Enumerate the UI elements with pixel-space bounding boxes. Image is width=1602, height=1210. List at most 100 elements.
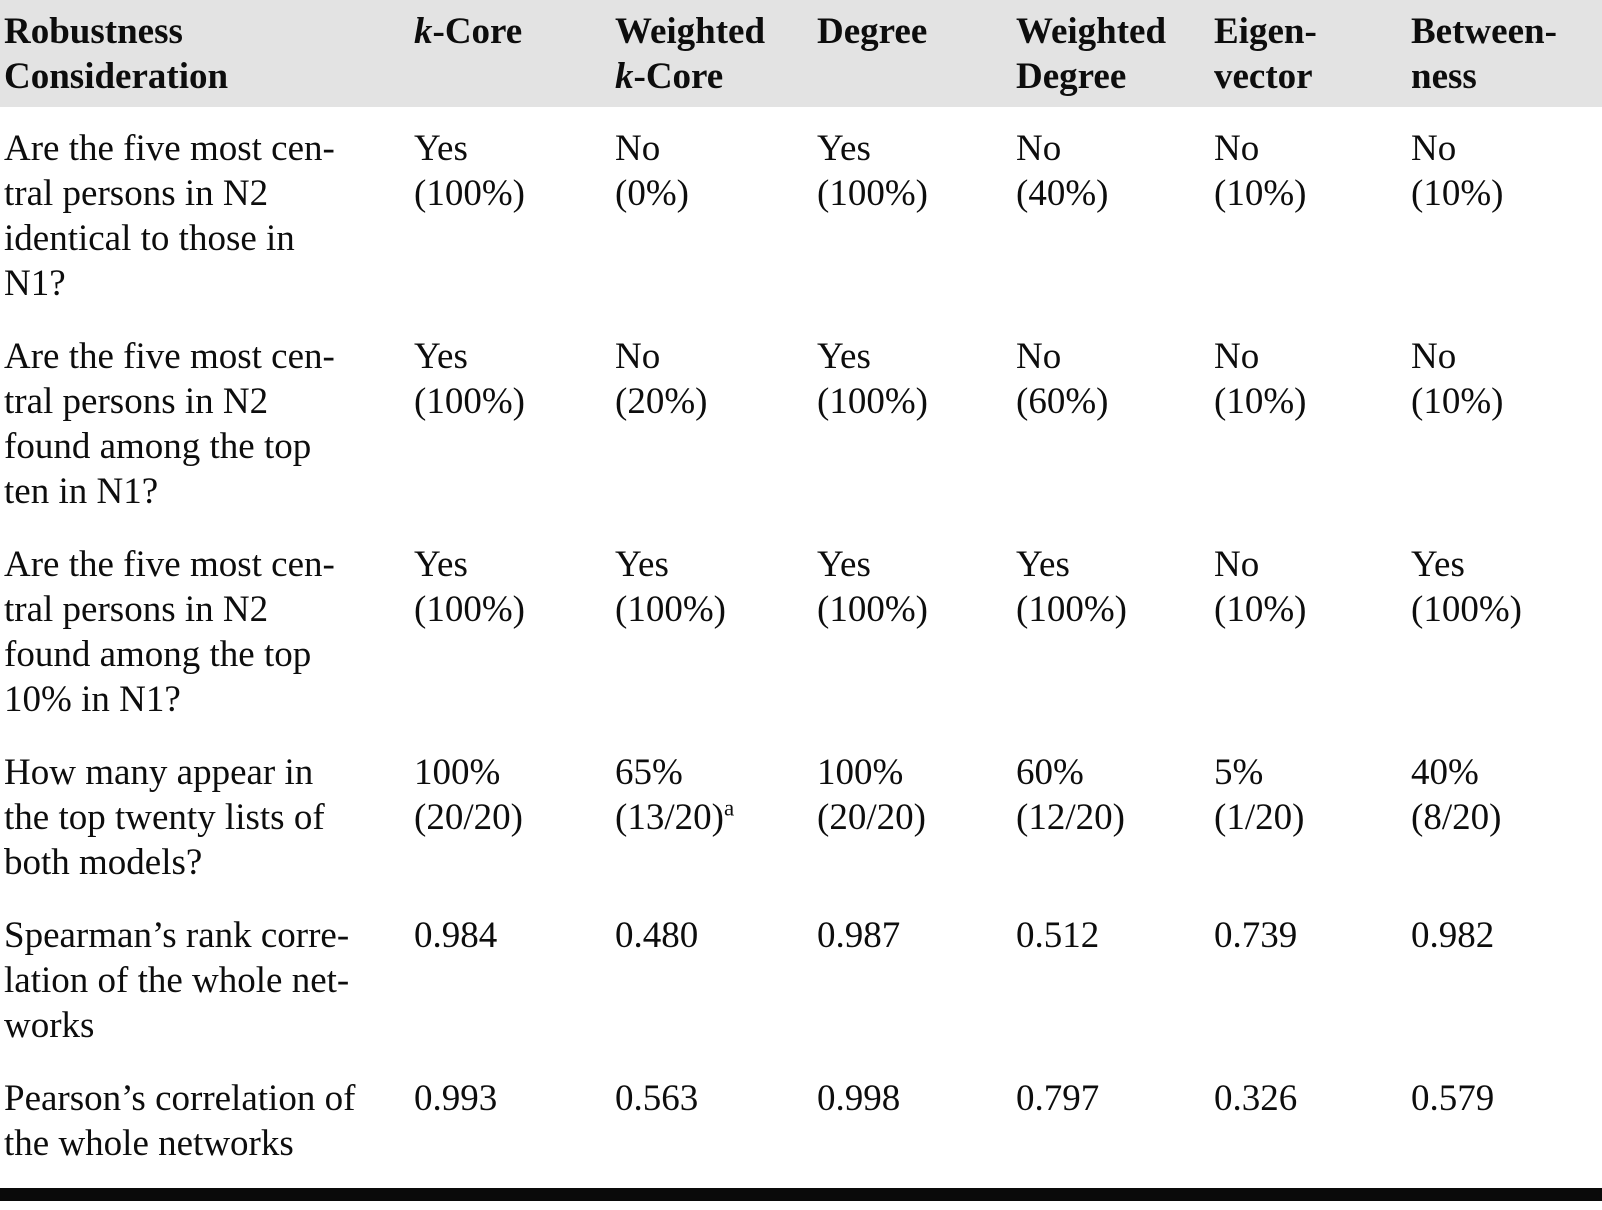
value-cell: Yes (100%) bbox=[817, 334, 1016, 542]
value-main: No bbox=[615, 336, 661, 377]
value-main: No bbox=[1214, 336, 1260, 377]
header-line: k-Core bbox=[414, 11, 523, 52]
question-line: Are the five most cen- bbox=[4, 128, 335, 169]
value-main: 0.739 bbox=[1214, 915, 1298, 956]
value-cell: Yes (100%) bbox=[414, 542, 615, 750]
value-cell: 0.480 bbox=[615, 913, 817, 1076]
value-detail: (0%) bbox=[615, 173, 689, 214]
question-line: tral persons in N2 bbox=[4, 173, 269, 214]
value-main: 5% bbox=[1214, 752, 1264, 793]
value-cell: 5% (1/20) bbox=[1214, 750, 1411, 913]
question-line: Are the five most cen- bbox=[4, 336, 335, 377]
robustness-table: Robustness Consideration k-Core Weighted… bbox=[0, 0, 1602, 1166]
question-line: both models? bbox=[4, 842, 203, 883]
value-cell: 40% (8/20) bbox=[1411, 750, 1602, 913]
question-line: identical to those in bbox=[4, 218, 295, 259]
value-cell: 65% (13/20)a bbox=[615, 750, 817, 913]
value-main: Yes bbox=[817, 128, 871, 169]
question-line: found among the top bbox=[4, 634, 312, 675]
value-main: No bbox=[1016, 336, 1062, 377]
value-cell: 0.998 bbox=[817, 1076, 1016, 1166]
value-detail: (100%) bbox=[817, 589, 928, 630]
value-main: No bbox=[1016, 128, 1062, 169]
value-detail: (20%) bbox=[615, 381, 708, 422]
value-main: Yes bbox=[1411, 544, 1465, 585]
value-cell: Yes (100%) bbox=[1016, 542, 1214, 750]
value-main: 0.993 bbox=[414, 1078, 498, 1119]
value-detail: (10%) bbox=[1411, 173, 1504, 214]
value-detail: (10%) bbox=[1214, 381, 1307, 422]
value-detail: (13/20)a bbox=[615, 795, 735, 838]
value-detail: (20/20) bbox=[817, 797, 926, 838]
header-row: Robustness Consideration k-Core Weighted… bbox=[0, 0, 1602, 107]
value-detail: (100%) bbox=[414, 381, 525, 422]
value-main: Yes bbox=[817, 336, 871, 377]
value-main: No bbox=[1411, 336, 1457, 377]
header-cell-betweenness: Between- ness bbox=[1411, 0, 1602, 107]
value-detail: (100%) bbox=[817, 173, 928, 214]
value-main: 0.984 bbox=[414, 915, 498, 956]
header-cell-k-core: k-Core bbox=[414, 0, 615, 107]
question-line: works bbox=[4, 1005, 95, 1046]
value-cell: No (10%) bbox=[1411, 107, 1602, 334]
header-line: k-Core bbox=[615, 56, 724, 97]
value-main: 0.998 bbox=[817, 1078, 901, 1119]
header-cell-weighted-k-core: Weighted k-Core bbox=[615, 0, 817, 107]
value-main: 0.326 bbox=[1214, 1078, 1298, 1119]
value-main: 0.987 bbox=[817, 915, 901, 956]
question-line: 10% in N1? bbox=[4, 679, 181, 720]
value-cell: Yes (100%) bbox=[1411, 542, 1602, 750]
value-cell: 0.987 bbox=[817, 913, 1016, 1076]
value-cell: 0.326 bbox=[1214, 1076, 1411, 1166]
value-main: No bbox=[1214, 544, 1260, 585]
value-main: 40% bbox=[1411, 752, 1479, 793]
question-line: Are the five most cen- bbox=[4, 544, 335, 585]
value-cell: 0.982 bbox=[1411, 913, 1602, 1076]
value-detail: (100%) bbox=[1411, 589, 1522, 630]
value-cell: 60% (12/20) bbox=[1016, 750, 1214, 913]
value-detail: (10%) bbox=[1411, 381, 1504, 422]
value-main: Yes bbox=[1016, 544, 1070, 585]
header-line: Degree bbox=[1016, 56, 1127, 97]
header-line: Weighted bbox=[615, 11, 766, 52]
row-question: Are the five most cen- tral persons in N… bbox=[0, 334, 414, 542]
value-detail: (100%) bbox=[414, 589, 525, 630]
value-cell: No (40%) bbox=[1016, 107, 1214, 334]
question-line: ten in N1? bbox=[4, 471, 159, 512]
value-cell: 100% (20/20) bbox=[414, 750, 615, 913]
value-cell: 100% (20/20) bbox=[817, 750, 1016, 913]
value-cell: No (20%) bbox=[615, 334, 817, 542]
question-line: tral persons in N2 bbox=[4, 381, 269, 422]
header-line: Weighted bbox=[1016, 11, 1167, 52]
row-question: Are the five most cen- tral persons in N… bbox=[0, 107, 414, 334]
value-cell: No (10%) bbox=[1214, 542, 1411, 750]
value-cell: No (10%) bbox=[1411, 334, 1602, 542]
value-main: Yes bbox=[615, 544, 669, 585]
value-main: 60% bbox=[1016, 752, 1084, 793]
value-cell: No (60%) bbox=[1016, 334, 1214, 542]
value-cell: Yes (100%) bbox=[817, 542, 1016, 750]
header-line: Robustness bbox=[4, 11, 183, 52]
table-header: Robustness Consideration k-Core Weighted… bbox=[0, 0, 1602, 107]
value-detail: (100%) bbox=[414, 173, 525, 214]
question-line: lation of the whole net- bbox=[4, 960, 350, 1001]
value-detail: (10%) bbox=[1214, 589, 1307, 630]
header-line: ness bbox=[1411, 56, 1477, 97]
value-main: Yes bbox=[414, 128, 468, 169]
value-main: Yes bbox=[414, 336, 468, 377]
value-main: Yes bbox=[817, 544, 871, 585]
value-main: 100% bbox=[414, 752, 501, 793]
value-cell: No (10%) bbox=[1214, 334, 1411, 542]
value-main: Yes bbox=[414, 544, 468, 585]
table-row: Are the five most cen- tral persons in N… bbox=[0, 334, 1602, 542]
value-main: No bbox=[1411, 128, 1457, 169]
value-main: 0.579 bbox=[1411, 1078, 1495, 1119]
value-main: 65% bbox=[615, 752, 683, 793]
value-main: 0.563 bbox=[615, 1078, 699, 1119]
row-question: Spearman’s rank corre- lation of the who… bbox=[0, 913, 414, 1076]
table-row: Are the five most cen- tral persons in N… bbox=[0, 542, 1602, 750]
question-line: Spearman’s rank corre- bbox=[4, 915, 350, 956]
value-cell: 0.984 bbox=[414, 913, 615, 1076]
value-cell: 0.993 bbox=[414, 1076, 615, 1166]
header-cell-robustness-consideration: Robustness Consideration bbox=[0, 0, 414, 107]
